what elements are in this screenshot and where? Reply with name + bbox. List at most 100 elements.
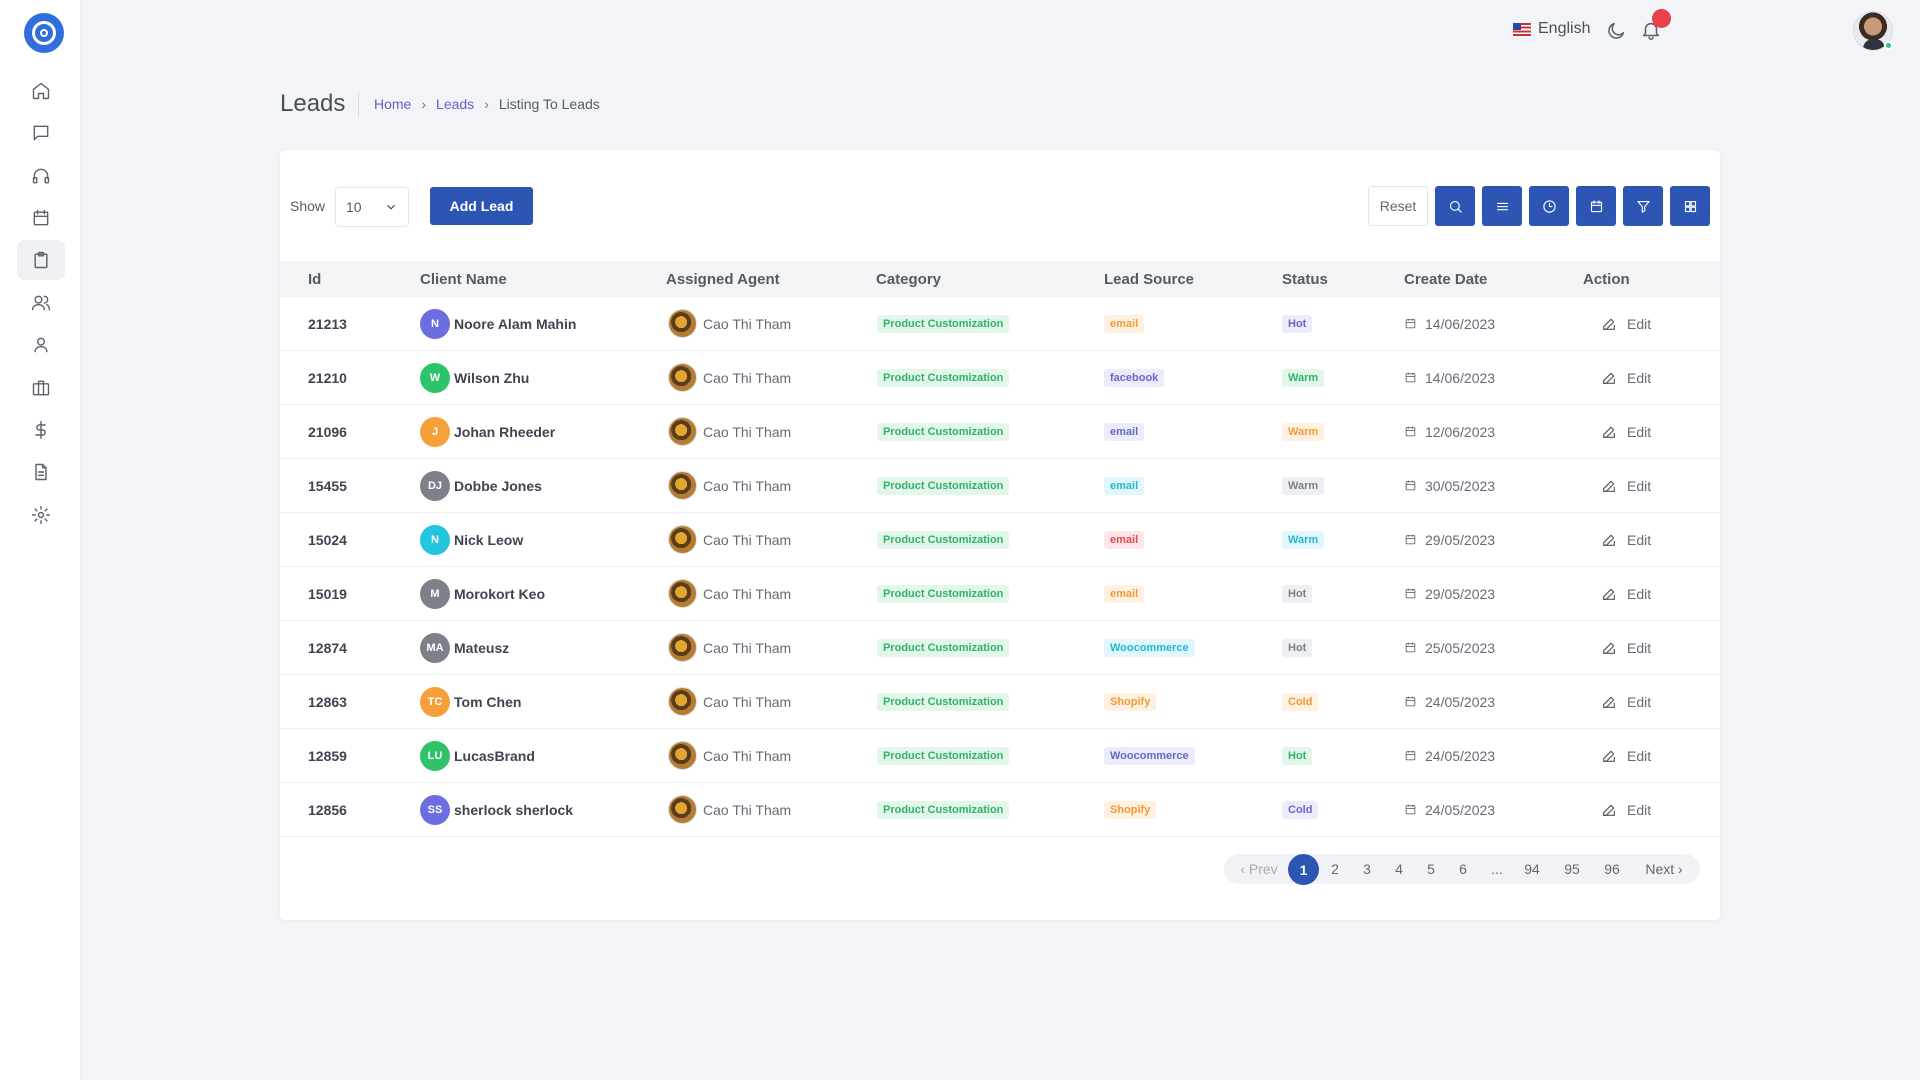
sidebar-item-support[interactable] (17, 156, 65, 196)
clipboard-icon (34, 251, 48, 269)
add-lead-button[interactable]: Add Lead (430, 187, 533, 225)
edit-button[interactable]: Edit (1601, 513, 1651, 566)
dark-mode-toggle[interactable] (1605, 20, 1627, 42)
user-avatar[interactable] (1853, 11, 1893, 51)
date-cell: 24/05/2023 (1404, 729, 1495, 782)
edit-button[interactable]: Edit (1601, 405, 1651, 458)
sidebar-item-finance[interactable] (17, 410, 65, 450)
edit-button[interactable]: Edit (1601, 351, 1651, 404)
edit-button[interactable]: Edit (1601, 621, 1651, 674)
edit-button[interactable]: Edit (1601, 567, 1651, 620)
breadcrumb-home[interactable]: Home (374, 96, 412, 112)
date-cell: 25/05/2023 (1404, 621, 1495, 674)
agent-cell: Cao Thi Tham (668, 567, 791, 620)
breadcrumb-leads[interactable]: Leads (436, 96, 475, 112)
date-filter-button[interactable] (1576, 186, 1616, 226)
client-cell[interactable]: MA Mateusz (420, 621, 509, 674)
briefcase-icon (32, 380, 50, 396)
pagination-page[interactable]: 94 (1524, 861, 1540, 877)
pagination-page[interactable]: 2 (1331, 861, 1339, 877)
pagination-page[interactable]: 1 (1288, 854, 1319, 885)
client-name: Dobbe Jones (454, 477, 542, 494)
client-cell[interactable]: SS sherlock sherlock (420, 783, 573, 836)
edit-label: Edit (1627, 369, 1652, 386)
client-cell[interactable]: M Morokort Keo (420, 567, 545, 620)
sidebar-item-documents[interactable] (17, 452, 65, 492)
page-size-value: 10 (346, 199, 362, 215)
pagination-page[interactable]: 6 (1459, 861, 1467, 877)
search-button[interactable] (1435, 186, 1475, 226)
status-badge: Warm (1282, 476, 1325, 495)
sidebar-item-home[interactable] (17, 71, 65, 111)
pagination-page[interactable]: 5 (1427, 861, 1435, 877)
client-cell[interactable]: W Wilson Zhu (420, 351, 529, 404)
edit-button[interactable]: Edit (1601, 783, 1651, 836)
header-status[interactable]: Status (1282, 271, 1328, 288)
header-lead-source[interactable]: Lead Source (1104, 271, 1195, 288)
pagination-page[interactable]: 3 (1363, 861, 1371, 877)
edit-label: Edit (1627, 639, 1652, 656)
filter-button[interactable] (1623, 186, 1663, 226)
online-status-indicator (1884, 41, 1893, 50)
language-selector[interactable]: English (1513, 20, 1590, 38)
header-assigned-agent[interactable]: Assigned Agent (666, 271, 780, 288)
date-cell: 30/05/2023 (1404, 459, 1495, 512)
sidebar (0, 0, 81, 1080)
create-date: 25/05/2023 (1425, 639, 1496, 656)
sidebar-item-leads[interactable] (17, 240, 65, 280)
sidebar-item-calendar[interactable] (17, 198, 65, 238)
sidebar-item-team[interactable] (17, 283, 65, 323)
sidebar-item-settings[interactable] (17, 495, 65, 535)
edit-icon (1603, 318, 1615, 330)
edit-button[interactable]: Edit (1601, 297, 1651, 350)
agent-avatar (668, 363, 697, 392)
pagination-page[interactable]: 96 (1604, 861, 1620, 877)
date-cell: 29/05/2023 (1404, 567, 1495, 620)
agent-name: Cao Thi Tham (703, 369, 792, 386)
client-name: LucasBrand (454, 747, 535, 764)
client-cell[interactable]: N Nick Leow (420, 513, 523, 566)
header-id[interactable]: Id (308, 271, 322, 288)
client-cell[interactable]: DJ Dobbe Jones (420, 459, 542, 512)
category-cell: Product Customization (877, 729, 1010, 782)
sidebar-item-projects[interactable] (17, 368, 65, 408)
client-cell[interactable]: J Johan Rheeder (420, 405, 555, 458)
edit-button[interactable]: Edit (1601, 729, 1651, 782)
header-client-name[interactable]: Client Name (420, 271, 507, 288)
header-action: Action (1583, 271, 1630, 288)
client-cell[interactable]: TC Tom Chen (420, 675, 521, 728)
lead-id: 21213 (308, 315, 347, 332)
edit-icon (1603, 750, 1615, 762)
time-filter-button[interactable] (1529, 186, 1569, 226)
edit-icon (1603, 372, 1615, 384)
client-cell[interactable]: LU LucasBrand (420, 729, 535, 782)
pagination-prev[interactable]: ‹ Prev (1240, 861, 1278, 877)
source-cell: email (1104, 405, 1145, 458)
calendar-icon (1405, 318, 1416, 329)
pagination-page[interactable]: 4 (1395, 861, 1403, 877)
agent-cell: Cao Thi Tham (668, 459, 791, 512)
status-badge: Hot (1282, 746, 1313, 765)
table-row: 12863 TC Tom Chen Cao Thi Tham Product Custo… (280, 675, 1720, 729)
pagination-page[interactable]: 95 (1564, 861, 1580, 877)
client-cell[interactable]: N Noore Alam Mahin (420, 297, 576, 350)
dollar-icon (35, 420, 46, 440)
page-size-select[interactable]: 10 (335, 187, 409, 227)
edit-button[interactable]: Edit (1601, 459, 1651, 512)
reset-button[interactable]: Reset (1368, 186, 1428, 226)
table-row: 21096 J Johan Rheeder Cao Thi Tham Product C… (280, 405, 1720, 459)
language-label: English (1538, 20, 1591, 37)
edit-button[interactable]: Edit (1601, 675, 1651, 728)
list-view-button[interactable] (1482, 186, 1522, 226)
header-category[interactable]: Category (876, 271, 942, 288)
sidebar-item-chat[interactable] (17, 113, 65, 153)
pagination-next[interactable]: Next › (1645, 861, 1683, 877)
title-divider (358, 92, 359, 118)
category-cell: Product Customization (877, 405, 1010, 458)
header-create-date[interactable]: Create Date (1404, 271, 1488, 288)
source-badge: email (1104, 314, 1145, 333)
category-badge: Product Customization (877, 530, 1010, 549)
app-logo[interactable] (24, 13, 64, 53)
sidebar-item-profile[interactable] (17, 325, 65, 365)
grid-view-button[interactable] (1670, 186, 1710, 226)
